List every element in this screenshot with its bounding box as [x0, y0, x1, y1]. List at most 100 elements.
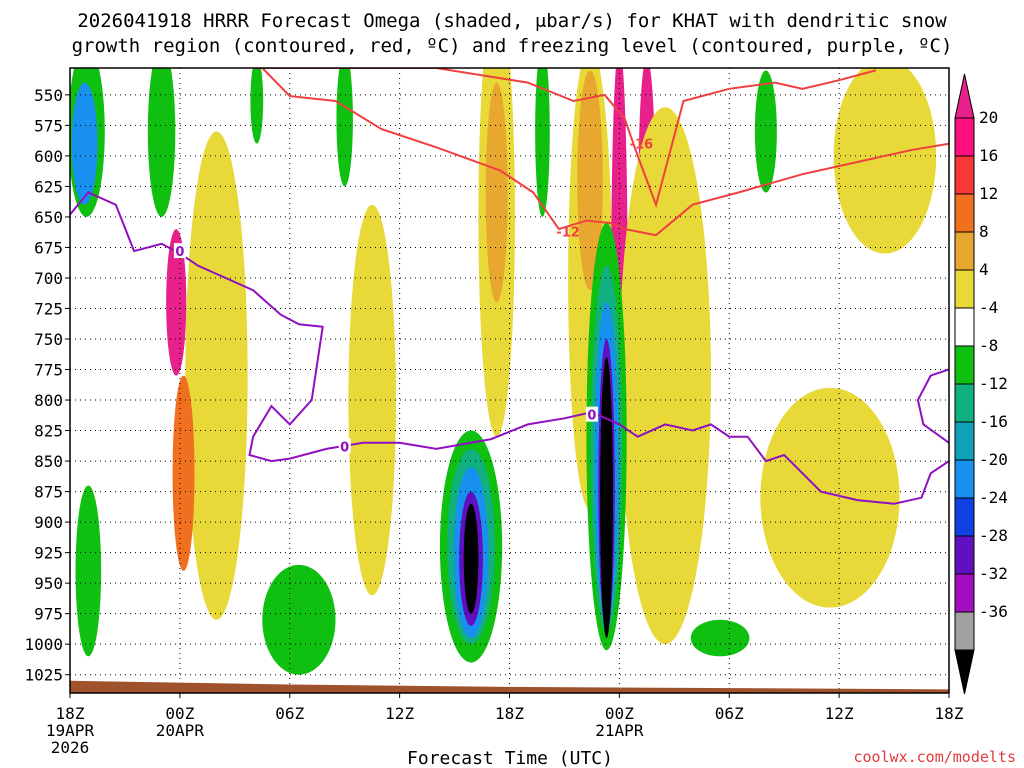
shade-black-16z-lower: [463, 503, 479, 614]
terrain-fill: [70, 680, 949, 693]
freezing-label-bg-0: [173, 243, 186, 259]
dgz-label-minus12: -12: [556, 226, 580, 241]
x-axis-label: Forecast Time (UTC): [407, 748, 613, 768]
shade-yellow-mid-lower: [348, 204, 396, 596]
y-tick-label-600: 600: [34, 147, 63, 166]
terrain-surface: [70, 680, 949, 693]
colorbar-label-3: 8: [979, 222, 989, 241]
colorbar-label-11: -28: [979, 526, 1008, 545]
shade-orange-band-right: [577, 70, 603, 291]
shade-green-mid-upper2: [250, 68, 264, 144]
x-tick-label-24: 18Z: [495, 704, 524, 723]
y-tick-label-1025: 1025: [24, 666, 63, 685]
dgz-contour-minus16: [253, 68, 877, 208]
shade-yellow-right-lower: [760, 387, 900, 608]
shade-green-right-upper: [754, 70, 777, 193]
y-tick-label-900: 900: [34, 513, 63, 532]
x-tick-year-0: 2026: [51, 738, 90, 757]
x-tick-date-30: 21APR: [595, 721, 644, 740]
colorbar-label-5: -4: [979, 298, 998, 317]
colorbar-label-13: -36: [979, 602, 1008, 621]
colorbar-swatch-7: [954, 383, 975, 423]
omega-shading: [70, 68, 937, 675]
shade-orange-20apr-lower: [172, 375, 195, 571]
y-tick-label-800: 800: [34, 391, 63, 410]
colorbar-label-2: 12: [979, 184, 998, 203]
colorbar-swatch-11: [954, 535, 975, 575]
y-tick-label-875: 875: [34, 483, 63, 502]
shade-pink-20apr-column: [166, 229, 187, 376]
colorbar-swatch-6: [954, 345, 975, 385]
freezing-label-1: 0: [340, 440, 349, 455]
x-tick-label-30: 00Z: [605, 704, 634, 723]
shade-yellow-band-21apr: [619, 107, 711, 645]
y-tick-label-725: 725: [34, 299, 63, 318]
colorbar-label-1: 16: [979, 146, 998, 165]
colorbar-swatch-8: [954, 421, 975, 461]
shade-black-22z: [600, 357, 613, 639]
y-tick-label-925: 925: [34, 544, 63, 563]
x-tick-label-42: 12Z: [825, 704, 854, 723]
freezing-label-2: 0: [587, 409, 596, 424]
shade-green-right-bottom: [690, 619, 750, 657]
credit-link[interactable]: coolwx.com/modelts: [853, 748, 1016, 766]
y-tick-label-650: 650: [34, 208, 63, 227]
colorbar-label-7: -12: [979, 374, 1008, 393]
colorbar-swatch-12: [954, 573, 975, 613]
y-tick-label-700: 700: [34, 269, 63, 288]
shade-green-left-lower: [75, 485, 102, 657]
colorbar-swatch-2: [954, 193, 975, 233]
x-tick-date-6: 20APR: [156, 721, 205, 740]
dgz-label-minus16: -16: [630, 138, 654, 153]
freezing-contour: [70, 191, 949, 505]
colorbar-swatch-1: [954, 155, 975, 195]
x-tick-label-18: 12Z: [385, 704, 414, 723]
colorbar-label-9: -20: [979, 450, 1008, 469]
y-tick-label-575: 575: [34, 116, 63, 135]
colorbar-swatch-5: [954, 307, 975, 347]
colorbar-label-0: 20: [979, 108, 998, 127]
shade-orange-band-mid: [485, 82, 508, 303]
shade-yellow-right-upper: [833, 68, 937, 254]
y-tick-label-975: 975: [34, 605, 63, 624]
y-tick-label-550: 550: [34, 86, 63, 105]
x-tick-label-12: 06Z: [275, 704, 304, 723]
shade-green-00z20apr: [147, 68, 176, 217]
colorbar-top-arrow: [954, 73, 975, 119]
chart-title-line2: growth region (contoured, red, ºC) and f…: [72, 35, 953, 57]
y-tick-label-675: 675: [34, 238, 63, 257]
y-tick-label-825: 825: [34, 422, 63, 441]
freezing-contour-right: [916, 368, 949, 444]
y-tick-label-1000: 1000: [24, 635, 63, 654]
y-tick-label-775: 775: [34, 361, 63, 380]
y-axis-pressure: 550 575 600 625 650 675 700 725 750 775 800 825 850 8…: [24, 86, 70, 685]
colorbar-swatch-10: [954, 497, 975, 537]
colorbar-swatch-9: [954, 459, 975, 499]
shade-blue-left-upper: [71, 82, 98, 205]
colorbar: 20 16 12 8 4 -4 -8 -12 -16 -20 -24 -28 -32 -36: [954, 73, 1008, 695]
colorbar-swatch-0: [954, 117, 975, 157]
y-tick-label-950: 950: [34, 574, 63, 593]
x-tick-label-0: 18Z: [56, 704, 85, 723]
freezing-label-bg-2: [585, 406, 598, 422]
freezing-label-bg-1: [338, 438, 351, 454]
x-tick-label-48: 18Z: [935, 704, 964, 723]
x-tick-label-6: 00Z: [165, 704, 194, 723]
dgz-contour-minus12: [261, 68, 949, 237]
chart-title-line1: 2026041918 HRRR Forecast Omega (shaded, …: [77, 10, 947, 32]
y-tick-label-750: 750: [34, 330, 63, 349]
x-tick-label-36: 06Z: [715, 704, 744, 723]
colorbar-swatch-4: [954, 269, 975, 309]
shade-green-16z-upper: [535, 68, 550, 217]
y-tick-label-850: 850: [34, 452, 63, 471]
contour-lines: -12 -16 0 0 0: [70, 68, 949, 505]
y-tick-label-625: 625: [34, 177, 63, 196]
colorbar-label-10: -24: [979, 488, 1008, 507]
colorbar-label-4: 4: [979, 260, 989, 279]
colorbar-swatch-3: [954, 231, 975, 271]
colorbar-label-8: -16: [979, 412, 1008, 431]
shade-green-mid-upper: [336, 68, 353, 187]
colorbar-label-12: -32: [979, 564, 1008, 583]
